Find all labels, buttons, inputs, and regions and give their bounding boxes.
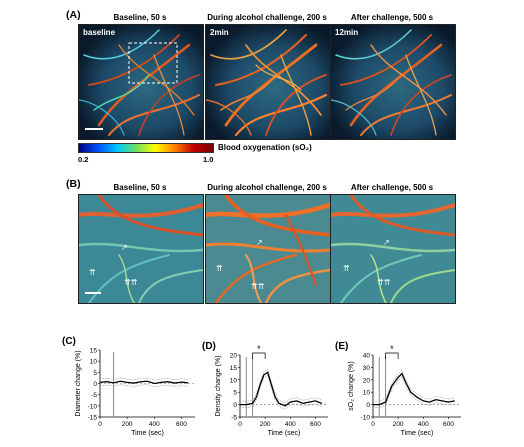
zoomed-vessel-map-after: ⇈ ⇈⇈ ↗ (331, 195, 455, 303)
y-axis-label: Diameter change (%) (75, 350, 82, 416)
series-lower-bound (240, 374, 322, 410)
series-mean-line (240, 371, 322, 407)
arrow-marker: ⇈ (216, 264, 223, 273)
colorbar-label: Blood oxygenation (sO₂) (218, 143, 312, 152)
panel-b-title-1: Baseline, 50 s (113, 183, 167, 192)
time-inset-baseline: baseline (83, 28, 116, 37)
panel-a-title-1: Baseline, 50 s (113, 13, 167, 22)
y-tick-label: 5 (93, 370, 97, 377)
y-tick-label: 0 (93, 381, 97, 388)
chart-panel-label: (D) (202, 341, 216, 352)
oxygenation-image-after: 12min (330, 24, 456, 140)
panel-b-label: (B) (66, 178, 81, 190)
x-tick-label: 400 (418, 421, 429, 428)
y-tick-label: 30 (363, 365, 371, 372)
x-tick-label: 200 (393, 421, 404, 428)
y-tick-label: -5 (231, 415, 237, 422)
panel-a-title-3: After challenge, 500 s (350, 13, 434, 22)
oxygenation-image-challenge: 2min (205, 24, 331, 140)
y-tick-label: -15 (88, 415, 98, 422)
arrow-marker: ⇈ (343, 264, 350, 273)
y-tick-label: 15 (230, 365, 238, 372)
y-tick-label: 0 (366, 402, 370, 409)
panel-b-title-2: During alcohol challenge, 200 s (207, 183, 327, 192)
y-tick-label: 15 (90, 348, 98, 355)
x-tick-label: 0 (98, 421, 102, 428)
series-lower-bound (373, 376, 455, 409)
x-tick-label: 0 (238, 421, 242, 428)
arrow-marker: ⇈⇈ (251, 282, 265, 291)
arrow-marker: ⇈⇈ (124, 278, 138, 287)
arrow-marker: ↗ (121, 243, 128, 252)
y-tick-label: 20 (230, 353, 238, 360)
y-tick-label: 10 (90, 359, 98, 366)
x-axis-label: Time (sec) (131, 430, 164, 437)
panel-a-title-2: During alcohol challenge, 200 s (207, 13, 327, 22)
colorbar (78, 143, 214, 153)
y-tick-label: 10 (230, 377, 238, 384)
series-mean-line (99, 380, 189, 385)
y-axis-label: Density change (%) (215, 355, 222, 416)
y-tick-label: 0 (233, 402, 237, 409)
x-tick-label: 400 (285, 421, 296, 428)
x-axis-label: Time (sec) (401, 430, 434, 437)
y-tick-label: 5 (233, 390, 237, 397)
time-inset-challenge: 2min (210, 28, 229, 37)
series-upper-bound (240, 368, 322, 404)
x-tick-label: 600 (176, 421, 187, 428)
vessel-map-after (331, 25, 455, 139)
y-tick-label: -5 (91, 392, 97, 399)
zoomed-image-baseline: ⇈ ⇈⇈ ↗ (78, 194, 204, 304)
y-tick-label: -10 (88, 403, 98, 410)
panel-b-title-3: After challenge, 500 s (350, 183, 434, 192)
oxygenation-image-baseline: baseline (78, 24, 204, 140)
x-tick-label: 600 (310, 421, 321, 428)
arrow-marker: ⇈⇈ (377, 278, 391, 287)
series-upper-bound (373, 369, 455, 402)
x-tick-label: 200 (260, 421, 271, 428)
chart-panel-label: (C) (62, 336, 76, 347)
x-tick-label: 600 (443, 421, 454, 428)
vessel-map-baseline (79, 25, 203, 139)
y-axis-label: sO₂ change (%) (348, 361, 355, 410)
arrow-marker: ↗ (383, 238, 390, 247)
panel-a-label: (A) (66, 9, 81, 21)
vessel-map-challenge (206, 25, 330, 139)
arrow-marker: ↗ (256, 238, 263, 247)
significance-star: * (390, 344, 394, 354)
x-tick-label: 200 (122, 421, 133, 428)
x-axis-label: Time (sec) (268, 430, 301, 437)
y-tick-label: 20 (363, 377, 371, 384)
time-inset-after: 12min (335, 28, 359, 37)
significance-bracket (252, 352, 266, 359)
zoomed-image-challenge: ⇈ ⇈⇈ ↗ (205, 194, 331, 304)
zoomed-image-after: ⇈ ⇈⇈ ↗ (330, 194, 456, 304)
y-tick-label: 10 (363, 390, 371, 397)
series-mean-line (373, 372, 455, 406)
y-tick-label: -10 (361, 415, 371, 422)
chart-panel-label: (E) (335, 341, 348, 352)
arrow-marker: ⇈ (89, 268, 96, 277)
zoom-region-box (128, 42, 178, 84)
x-tick-label: 0 (371, 421, 375, 428)
significance-star: * (257, 344, 261, 354)
colorbar-max: 1.0 (203, 155, 214, 164)
colorbar-min: 0.2 (78, 155, 89, 164)
zoomed-vessel-map-challenge: ⇈ ⇈⇈ ↗ (206, 195, 330, 303)
x-tick-label: 400 (149, 421, 160, 428)
y-tick-label: 40 (363, 353, 371, 360)
zoomed-vessel-map-baseline: ⇈ ⇈⇈ ↗ (79, 195, 203, 303)
significance-bracket (385, 352, 399, 359)
